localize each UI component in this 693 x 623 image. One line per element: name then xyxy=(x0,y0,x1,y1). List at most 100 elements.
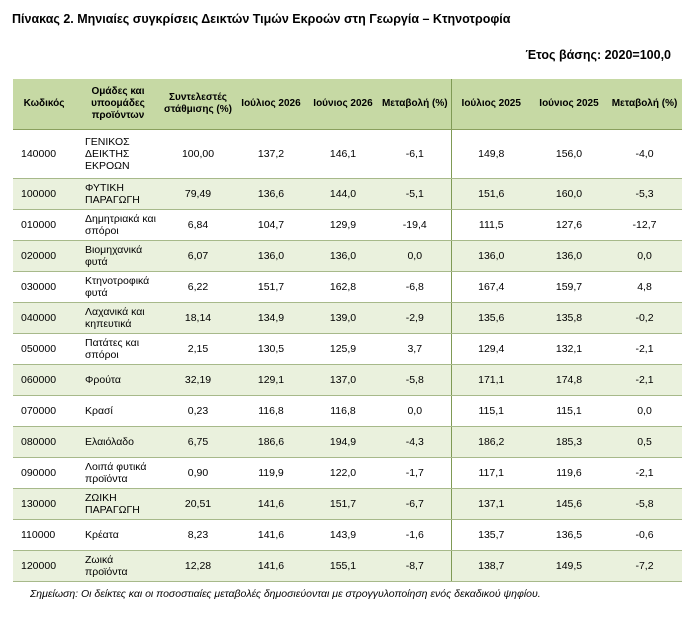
cell-change-2026: -1,7 xyxy=(379,457,451,489)
cell-weight: 6,84 xyxy=(161,209,235,241)
cell-change-2026: -5,8 xyxy=(379,364,451,396)
cell-weight: 32,19 xyxy=(161,364,235,396)
cell-jul-2026: 119,9 xyxy=(235,457,307,489)
cell-code: 100000 xyxy=(13,178,75,210)
cell-jun-2025: 127,6 xyxy=(531,209,607,241)
cell-jul-2025: 167,4 xyxy=(450,271,531,303)
header-jul-2025: Ιούλιος 2025 xyxy=(450,79,531,130)
header-change-2026: Μεταβολή (%) xyxy=(379,79,451,130)
base-year-label: Έτος βάσης: 2020=100,0 xyxy=(525,48,671,62)
table-row: 080000 Ελαιόλαδο 6,75 186,6 194,9 -4,3 186,2 18… xyxy=(13,426,682,458)
cell-jun-2026: 139,0 xyxy=(307,302,379,334)
cell-jun-2026: 194,9 xyxy=(307,426,379,458)
cell-weight: 8,23 xyxy=(161,519,235,551)
cell-change-2025: 0,0 xyxy=(607,240,682,272)
cell-group: Κτηνοτροφικά φυτά xyxy=(75,271,161,303)
header-change-2025: Μεταβολή (%) xyxy=(607,79,682,130)
cell-code: 010000 xyxy=(13,209,75,241)
cell-jul-2025: 111,5 xyxy=(450,209,531,241)
cell-weight: 100,00 xyxy=(161,129,235,179)
cell-jul-2025: 129,4 xyxy=(450,333,531,365)
cell-change-2025: -4,0 xyxy=(607,129,682,179)
cell-change-2026: -1,6 xyxy=(379,519,451,551)
cell-jun-2026: 146,1 xyxy=(307,129,379,179)
cell-jun-2025: 119,6 xyxy=(531,457,607,489)
cell-weight: 6,07 xyxy=(161,240,235,272)
cell-jun-2026: 125,9 xyxy=(307,333,379,365)
table-row: 070000 Κρασί 0,23 116,8 116,8 0,0 115,1 115,1 0,… xyxy=(13,395,682,427)
header-jun-2025: Ιούνιος 2025 xyxy=(531,79,607,130)
cell-jul-2026: 141,6 xyxy=(235,519,307,551)
cell-group: Δημητριακά και σπόροι xyxy=(75,209,161,241)
cell-change-2026: -6,8 xyxy=(379,271,451,303)
cell-jul-2025: 186,2 xyxy=(450,426,531,458)
cell-weight: 0,90 xyxy=(161,457,235,489)
cell-group: Λοιπά φυτικά προϊόντα xyxy=(75,457,161,489)
cell-group: Κρέατα xyxy=(75,519,161,551)
cell-jun-2025: 145,6 xyxy=(531,488,607,520)
cell-weight: 79,49 xyxy=(161,178,235,210)
cell-group: Λαχανικά και κηπευτικά xyxy=(75,302,161,334)
cell-weight: 18,14 xyxy=(161,302,235,334)
cell-jun-2026: 122,0 xyxy=(307,457,379,489)
table-row: 110000 Κρέατα 8,23 141,6 143,9 -1,6 135,7 136,5… xyxy=(13,519,682,551)
cell-jun-2025: 132,1 xyxy=(531,333,607,365)
cell-jul-2025: 135,6 xyxy=(450,302,531,334)
cell-group: ΓΕΝΙΚΟΣ ΔΕΙΚΤΗΣ ΕΚΡΟΩΝ xyxy=(75,129,161,179)
cell-group: ΦΥΤΙΚΗ ΠΑΡΑΓΩΓΗ xyxy=(75,178,161,210)
cell-weight: 20,51 xyxy=(161,488,235,520)
cell-code: 050000 xyxy=(13,333,75,365)
cell-change-2025: -2,1 xyxy=(607,364,682,396)
cell-code: 030000 xyxy=(13,271,75,303)
cell-change-2025: -7,2 xyxy=(607,550,682,582)
cell-group: Βιομηχανικά φυτά xyxy=(75,240,161,272)
table-row: 120000 Ζωικά προϊόντα 12,28 141,6 155,1 -8,7 1… xyxy=(13,550,682,582)
cell-jun-2025: 174,8 xyxy=(531,364,607,396)
cell-jul-2026: 141,6 xyxy=(235,488,307,520)
cell-jul-2025: 171,1 xyxy=(450,364,531,396)
cell-change-2025: -2,1 xyxy=(607,457,682,489)
cell-group: Φρούτα xyxy=(75,364,161,396)
cell-change-2025: -0,6 xyxy=(607,519,682,551)
cell-jun-2025: 149,5 xyxy=(531,550,607,582)
cell-jun-2025: 136,5 xyxy=(531,519,607,551)
cell-jun-2026: 151,7 xyxy=(307,488,379,520)
cell-change-2026: 0,0 xyxy=(379,240,451,272)
cell-change-2026: -5,1 xyxy=(379,178,451,210)
cell-weight: 0,23 xyxy=(161,395,235,427)
cell-code: 090000 xyxy=(13,457,75,489)
cell-jun-2025: 156,0 xyxy=(531,129,607,179)
cell-code: 080000 xyxy=(13,426,75,458)
cell-jul-2025: 117,1 xyxy=(450,457,531,489)
table-row: 050000 Πατάτες και σπόροι 2,15 130,5 125,9 3,… xyxy=(13,333,682,365)
cell-jul-2026: 136,0 xyxy=(235,240,307,272)
table-row: 030000 Κτηνοτροφικά φυτά 6,22 151,7 162,8 -6,… xyxy=(13,271,682,303)
cell-jun-2026: 143,9 xyxy=(307,519,379,551)
cell-jun-2025: 135,8 xyxy=(531,302,607,334)
cell-jun-2026: 116,8 xyxy=(307,395,379,427)
cell-jul-2026: 151,7 xyxy=(235,271,307,303)
footnote: Σημείωση: Οι δείκτες και οι ποσοστιαίες … xyxy=(30,588,541,600)
table-title: Πίνακας 2. Μηνιαίες συγκρίσεις Δεικτών Τ… xyxy=(12,12,511,26)
header-group: Ομάδες και υποομάδες προϊόντων xyxy=(75,79,161,130)
cell-jul-2025: 138,7 xyxy=(450,550,531,582)
cell-weight: 12,28 xyxy=(161,550,235,582)
cell-change-2025: 4,8 xyxy=(607,271,682,303)
cell-jul-2025: 149,8 xyxy=(450,129,531,179)
cell-change-2026: -6,7 xyxy=(379,488,451,520)
cell-code: 120000 xyxy=(13,550,75,582)
table-row: 040000 Λαχανικά και κηπευτικά 18,14 134,9 13… xyxy=(13,302,682,334)
cell-change-2026: -8,7 xyxy=(379,550,451,582)
cell-jul-2026: 141,6 xyxy=(235,550,307,582)
table-row: 140000 ΓΕΝΙΚΟΣ ΔΕΙΚΤΗΣ ΕΚΡΟΩΝ 100,00 137,2 1… xyxy=(13,129,682,179)
cell-jul-2025: 115,1 xyxy=(450,395,531,427)
cell-jul-2026: 134,9 xyxy=(235,302,307,334)
header-jul-2026: Ιούλιος 2026 xyxy=(235,79,307,130)
cell-weight: 6,22 xyxy=(161,271,235,303)
cell-jul-2026: 104,7 xyxy=(235,209,307,241)
cell-jul-2026: 186,6 xyxy=(235,426,307,458)
table-row: 090000 Λοιπά φυτικά προϊόντα 0,90 119,9 122,… xyxy=(13,457,682,489)
cell-change-2026: -19,4 xyxy=(379,209,451,241)
cell-jul-2025: 151,6 xyxy=(450,178,531,210)
table-row: 020000 Βιομηχανικά φυτά 6,07 136,0 136,0 0,0 1… xyxy=(13,240,682,272)
